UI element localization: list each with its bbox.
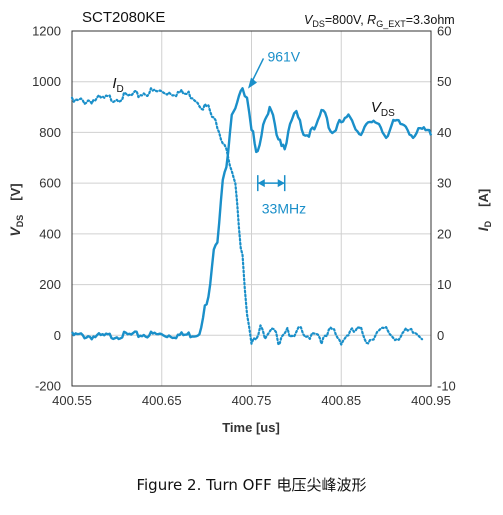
id-label-sub: D <box>117 84 124 95</box>
y-tick-label-right: 50 <box>437 74 451 89</box>
x-tick-label: 400.75 <box>232 393 272 408</box>
freq-arrowhead <box>277 179 285 188</box>
cond-r: R <box>367 13 376 27</box>
cond-r-val: =3.3ohm <box>406 13 455 27</box>
series-label-id: ID <box>112 75 123 95</box>
y-tick-label-right: 40 <box>437 125 451 140</box>
cond-r-sub: G_EXT <box>376 19 406 29</box>
x-tick-label: 400.55 <box>52 393 92 408</box>
y-tick-label-left: -200 <box>35 379 61 394</box>
y-axis-label-right: ID [A] <box>475 189 493 231</box>
y-tick-label-right: 30 <box>437 176 451 191</box>
frequency-marker <box>257 175 286 192</box>
series-line-i-d <box>70 87 424 346</box>
y-tick-label-right: 0 <box>437 328 444 343</box>
y-tick-label-right: -10 <box>437 379 456 394</box>
vds-label-sub: DS <box>381 108 395 119</box>
y-tick-label-left: 0 <box>54 328 61 343</box>
cond-v: V <box>304 13 314 27</box>
x-tick-label: 400.95 <box>411 393 451 408</box>
ylabel-right-sub: D <box>483 220 493 227</box>
freq-arrowhead <box>257 179 265 188</box>
y-tick-label-left: 1200 <box>32 24 61 39</box>
ylabel-right-main: I <box>475 226 491 231</box>
test-conditions: VDS=800V, RG_EXT=3.3ohm <box>304 13 455 29</box>
y-tick-label-left: 200 <box>39 277 61 292</box>
y-tick-label-right: 10 <box>437 277 451 292</box>
plot-area-frame <box>71 30 432 387</box>
peak-arrowhead <box>248 77 258 89</box>
figure-caption: Figure 2. Turn OFF 电压尖峰波形 <box>136 476 367 494</box>
frequency-label: 33MHz <box>262 200 306 216</box>
series-layer <box>70 87 433 346</box>
y-tick-label-right: 60 <box>437 24 451 39</box>
grid-lines <box>72 31 431 386</box>
ylabel-left-unit: [V] <box>8 183 23 200</box>
y-tick-label-left: 800 <box>39 125 61 140</box>
y-tick-label-left: 1000 <box>32 74 61 89</box>
series-label-vds: VDS <box>371 99 395 119</box>
chart-title: SCT2080KE <box>82 9 165 26</box>
y-axis-label-left: VDS [V] <box>7 183 25 236</box>
cond-v-sub: DS <box>312 19 325 29</box>
vds-label-main: V <box>371 99 383 116</box>
y-tick-label-right: 20 <box>437 226 451 241</box>
peak-voltage-label: 961V <box>267 48 300 64</box>
x-tick-label: 400.65 <box>142 393 182 408</box>
x-tick-label: 400.85 <box>321 393 361 408</box>
cond-v-val: =800V, <box>325 13 367 27</box>
x-axis-label: Time [us] <box>222 420 280 435</box>
y-tick-label-left: 400 <box>39 226 61 241</box>
ylabel-right-unit: [A] <box>476 189 491 207</box>
series-line-v-ds <box>70 87 433 341</box>
ylabel-left-main: V <box>7 226 23 237</box>
id-label-main: I <box>112 75 116 92</box>
y-tick-label-left: 600 <box>39 176 61 191</box>
ylabel-left-sub: DS <box>15 215 25 228</box>
